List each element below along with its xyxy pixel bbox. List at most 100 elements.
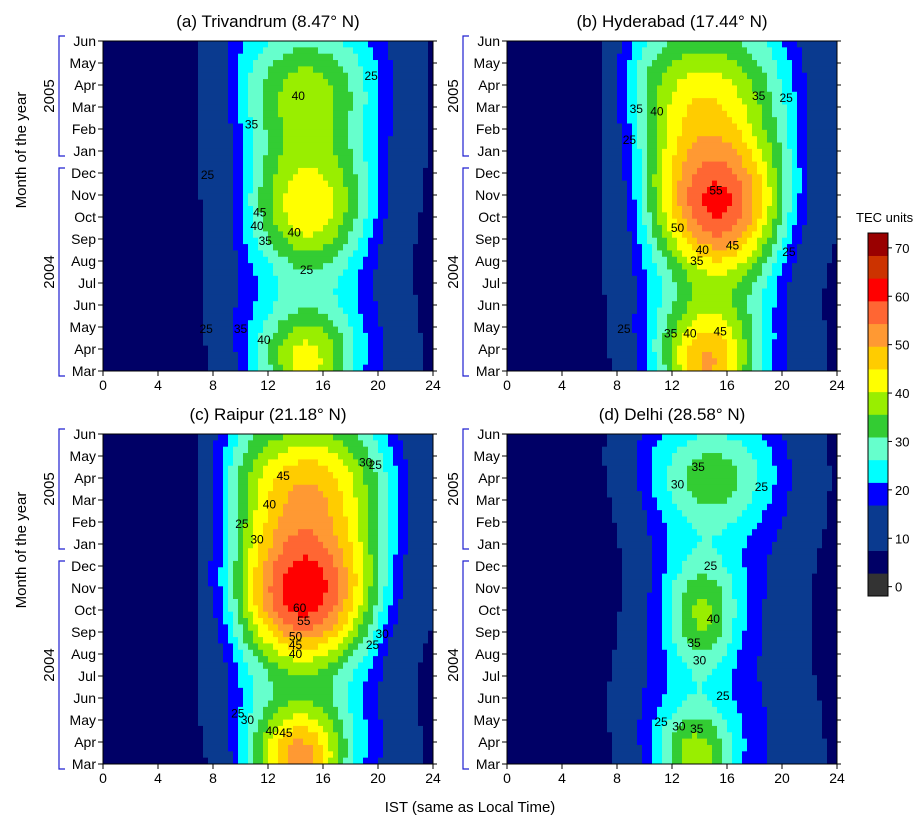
heatmap-cell (213, 72, 219, 80)
heatmap-cell (273, 307, 279, 315)
heatmap-cell (532, 167, 538, 175)
heatmap-cell (602, 269, 608, 277)
heatmap-cell (383, 244, 389, 252)
heatmap-cell (597, 282, 603, 290)
heatmap-cell (403, 72, 409, 80)
heatmap-cell (338, 41, 344, 48)
heatmap-cell (288, 110, 294, 118)
heatmap-cell (183, 53, 189, 61)
heatmap-cell (368, 364, 374, 371)
heatmap-cell (532, 148, 538, 156)
heatmap-cell (203, 72, 209, 80)
heatmap-cell (642, 225, 648, 232)
heatmap-cell (627, 180, 633, 188)
heatmap-cell (128, 307, 134, 315)
heatmap-cell (268, 136, 274, 144)
heatmap-cell (223, 167, 229, 175)
heatmap-cell (423, 256, 429, 264)
panel-2: (b) Hyderabad (17.44° N)0 4 8 12 16 20 24MarAp… (445, 12, 845, 393)
heatmap-cell (158, 313, 164, 321)
heatmap-cell (228, 136, 234, 144)
heatmap-cell (328, 326, 334, 334)
heatmap-cell (123, 47, 129, 55)
heatmap-cell (647, 167, 653, 175)
heatmap-cell (283, 136, 289, 144)
heatmap-cell (607, 351, 613, 359)
heatmap-cell (173, 47, 179, 55)
heatmap-cell (612, 72, 618, 80)
heatmap-cell (398, 351, 404, 359)
heatmap-cell (542, 41, 548, 48)
heatmap-cell (358, 282, 364, 290)
heatmap-cell (253, 186, 259, 194)
heatmap-cell (378, 218, 384, 226)
heatmap-cell (168, 85, 174, 93)
heatmap-cell (338, 47, 344, 55)
heatmap-cell (413, 269, 419, 277)
heatmap-cell (283, 225, 289, 232)
heatmap-cell (238, 288, 244, 296)
heatmap-cell (328, 85, 334, 93)
heatmap-cell (213, 60, 219, 67)
heatmap-cell (148, 358, 154, 366)
heatmap-cell (233, 275, 239, 283)
heatmap-cell (143, 47, 149, 55)
heatmap-cell (173, 332, 179, 340)
heatmap-cell (223, 98, 229, 106)
heatmap-cell (512, 148, 518, 156)
heatmap-cell (512, 237, 518, 245)
heatmap-cell (143, 110, 149, 118)
heatmap-cell (268, 180, 274, 188)
heatmap-cell (423, 180, 429, 188)
heatmap-cell (108, 250, 114, 258)
heatmap-cell (218, 79, 224, 87)
heatmap-cell (128, 364, 134, 371)
heatmap-cell (522, 294, 528, 302)
heatmap-cell (218, 218, 224, 226)
heatmap-cell (602, 237, 608, 245)
heatmap-cell (328, 110, 334, 118)
heatmap-cell (173, 180, 179, 188)
heatmap-cell (293, 231, 299, 239)
contour-label: 35 (234, 322, 248, 336)
heatmap-cell (133, 320, 139, 328)
heatmap-cell (133, 123, 139, 131)
heatmap-cell (223, 263, 229, 271)
heatmap-cell (537, 225, 543, 232)
heatmap-cell (557, 332, 563, 340)
heatmap-cell (193, 269, 199, 277)
heatmap-cell (283, 244, 289, 252)
heatmap-cell (103, 123, 109, 131)
heatmap-cell (572, 351, 578, 359)
heatmap-cell (343, 110, 349, 118)
heatmap-cell (423, 345, 429, 353)
heatmap-cell (318, 199, 324, 207)
heatmap-cell (577, 231, 583, 239)
heatmap-cell (338, 218, 344, 226)
heatmap-cell (213, 244, 219, 252)
heatmap-cell (318, 161, 324, 169)
heatmap-cell (517, 79, 523, 87)
heatmap-cell (637, 123, 643, 131)
heatmap-cell (612, 275, 618, 283)
heatmap-cell (353, 60, 359, 67)
heatmap-cell (398, 225, 404, 232)
heatmap-cell (213, 237, 219, 245)
heatmap-cell (188, 313, 194, 321)
heatmap-cell (158, 364, 164, 371)
heatmap-cell (223, 244, 229, 252)
heatmap-cell (258, 345, 264, 353)
heatmap-cell (268, 148, 274, 156)
heatmap-cell (552, 256, 558, 264)
heatmap-cell (418, 180, 424, 188)
heatmap-cell (218, 98, 224, 106)
heatmap-cell (233, 269, 239, 277)
heatmap-cell (547, 244, 553, 252)
heatmap-cell (298, 288, 304, 296)
heatmap-cell (378, 282, 384, 290)
heatmap-cell (213, 136, 219, 144)
heatmap-cell (123, 212, 129, 220)
heatmap-cell (627, 206, 633, 213)
heatmap-cell (373, 104, 379, 112)
heatmap-cell (173, 167, 179, 175)
